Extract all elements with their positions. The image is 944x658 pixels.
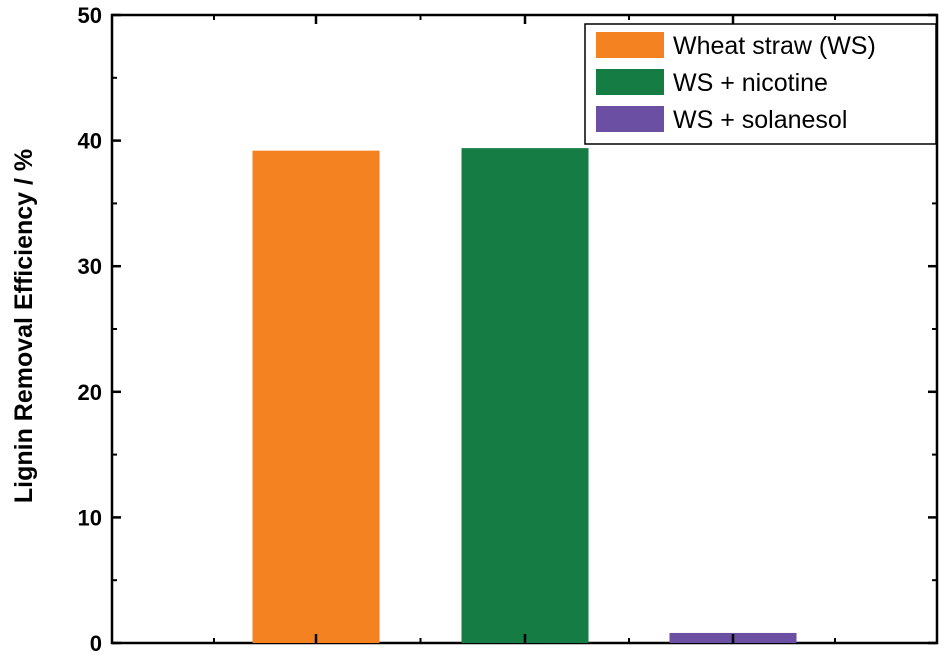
legend-swatch-3 <box>596 106 664 132</box>
y-tick-label: 0 <box>90 631 102 656</box>
y-tick-label: 10 <box>78 505 102 530</box>
y-tick-label: 30 <box>78 254 102 279</box>
legend-label-3: WS + solanesol <box>673 106 847 134</box>
legend-label-2: WS + nicotine <box>673 69 828 97</box>
legend-swatch-1 <box>596 32 664 58</box>
bar-2 <box>461 148 589 644</box>
y-tick-label: 50 <box>78 3 102 28</box>
legend-label-1: Wheat straw (WS) <box>673 32 876 60</box>
legend-swatch-2 <box>596 69 664 95</box>
y-axis: 0 10 20 30 40 50 <box>78 3 937 656</box>
x-axis <box>213 15 836 643</box>
bar-1 <box>252 150 380 643</box>
legend: Wheat straw (WS) WS + nicotine WS + solane… <box>584 23 937 145</box>
y-tick-label: 20 <box>78 380 102 405</box>
y-axis-title: Lignin Removal Efficiency / % <box>10 149 38 503</box>
bars-group <box>252 148 797 644</box>
y-tick-label: 40 <box>78 129 102 154</box>
